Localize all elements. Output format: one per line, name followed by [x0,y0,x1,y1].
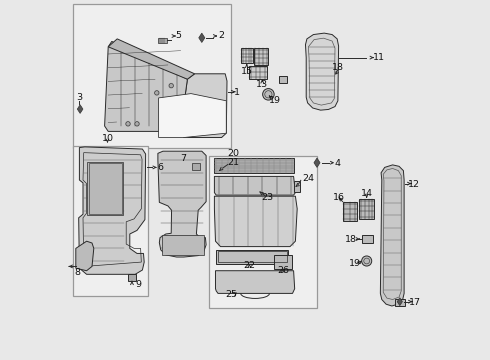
Circle shape [155,91,159,95]
Polygon shape [108,39,195,79]
Bar [279,76,288,83]
Text: 11: 11 [373,53,385,62]
Bar [216,250,288,264]
Text: 15: 15 [242,68,253,77]
Bar [215,158,294,173]
Text: 10: 10 [101,134,114,143]
Polygon shape [79,147,146,274]
Bar [87,162,123,215]
Polygon shape [199,33,205,42]
Text: 9: 9 [136,280,142,289]
Text: 18: 18 [345,235,357,243]
Text: 7: 7 [180,154,186,163]
Text: 21: 21 [228,158,240,167]
Text: 2: 2 [218,31,224,40]
Circle shape [263,89,274,100]
Polygon shape [104,41,187,131]
Text: 8: 8 [74,269,80,277]
Circle shape [169,84,173,88]
Polygon shape [215,196,297,247]
Bar [363,235,373,243]
Text: 18: 18 [332,63,344,72]
Bar [158,38,167,43]
Circle shape [362,256,372,266]
Bar [254,48,268,65]
Polygon shape [76,241,94,271]
Polygon shape [180,74,227,138]
Polygon shape [397,298,402,306]
Bar [242,48,253,63]
Polygon shape [380,165,404,306]
Text: 22: 22 [244,261,255,270]
Text: 6: 6 [158,163,164,172]
Polygon shape [158,151,206,257]
Text: 13: 13 [256,80,269,89]
Bar [343,202,357,221]
Bar [162,235,204,255]
Text: 23: 23 [261,193,273,202]
Polygon shape [305,33,339,110]
Bar [274,255,292,269]
Text: 12: 12 [408,180,420,189]
Text: 24: 24 [302,174,314,183]
Text: 25: 25 [225,290,237,299]
Bar [73,4,231,148]
Bar [249,66,267,79]
Bar [294,181,300,192]
Text: 5: 5 [176,31,182,40]
Polygon shape [215,176,295,195]
Circle shape [135,122,139,126]
Text: 19: 19 [348,259,361,268]
Text: 19: 19 [269,96,280,105]
Bar [73,146,148,296]
Polygon shape [159,94,226,138]
Bar [218,251,287,262]
Polygon shape [216,271,294,293]
Polygon shape [314,158,320,167]
Bar [89,163,122,214]
Text: 17: 17 [409,298,421,307]
Polygon shape [77,105,83,113]
Text: 20: 20 [227,149,239,158]
Bar [360,199,374,219]
Text: 26: 26 [277,266,289,275]
Text: 1: 1 [234,88,240,97]
Bar [128,274,136,281]
Bar [209,156,317,308]
Text: 16: 16 [333,193,344,202]
Bar [395,299,405,306]
Circle shape [126,122,130,126]
Text: 4: 4 [335,159,341,168]
Bar [192,163,200,170]
Text: 14: 14 [361,189,373,198]
Text: 3: 3 [76,93,82,102]
